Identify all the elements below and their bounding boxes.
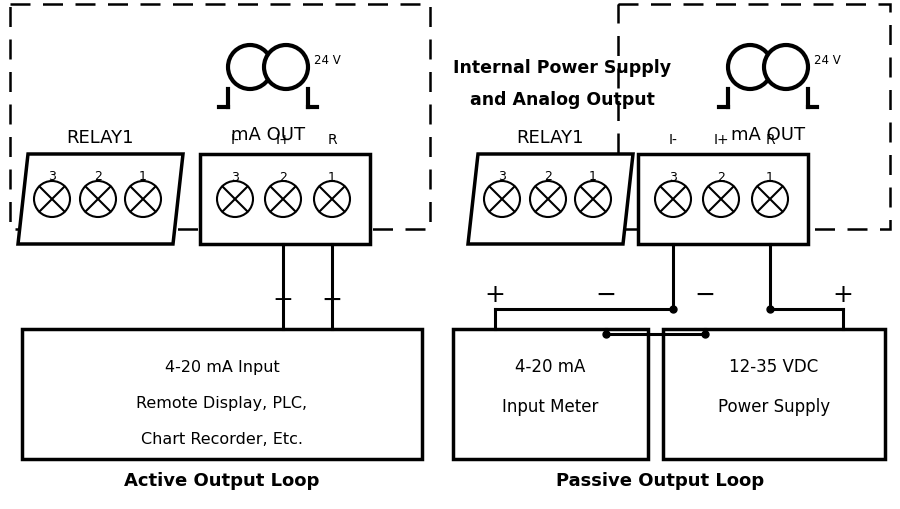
Text: −: − [695, 282, 716, 306]
Text: R: R [328, 133, 337, 147]
Circle shape [217, 182, 253, 217]
Text: +: + [484, 282, 506, 306]
Text: Remote Display, PLC,: Remote Display, PLC, [137, 395, 308, 410]
Circle shape [484, 182, 520, 217]
Circle shape [703, 182, 739, 217]
Circle shape [228, 46, 272, 90]
Text: I+: I+ [713, 133, 729, 147]
Bar [618, 5, 890, 230]
Text: 4-20 mA Input: 4-20 mA Input [165, 359, 279, 374]
Bar [200, 155, 370, 244]
Circle shape [530, 182, 566, 217]
Text: RELAY1: RELAY1 [517, 129, 584, 147]
Text: 2: 2 [94, 170, 102, 183]
Polygon shape [468, 155, 633, 244]
Text: 2: 2 [544, 170, 552, 183]
Circle shape [575, 182, 611, 217]
Text: 3: 3 [669, 171, 677, 184]
Bar [663, 329, 885, 459]
Bar [638, 155, 808, 244]
Bar [10, 5, 430, 230]
Circle shape [125, 182, 161, 217]
Text: +: + [832, 282, 853, 306]
Text: 24 V: 24 V [814, 53, 841, 66]
Text: 3: 3 [48, 170, 56, 183]
Circle shape [764, 46, 808, 90]
Text: RELAY1: RELAY1 [67, 129, 134, 147]
Text: 3: 3 [498, 170, 506, 183]
Bar [22, 329, 422, 459]
Polygon shape [18, 155, 183, 244]
Text: 1: 1 [590, 170, 597, 183]
Text: I+: I+ [275, 133, 291, 147]
Circle shape [264, 46, 308, 90]
Text: 12-35 VDC: 12-35 VDC [729, 357, 819, 375]
Text: −: − [596, 282, 617, 306]
Text: 4-20 mA: 4-20 mA [516, 357, 586, 375]
Text: Passive Output Loop: Passive Output Loop [556, 471, 764, 489]
Text: Internal Power Supply: Internal Power Supply [453, 59, 671, 77]
Text: 1: 1 [766, 171, 774, 184]
Text: Active Output Loop: Active Output Loop [124, 471, 320, 489]
Text: 24 V: 24 V [314, 53, 341, 66]
Circle shape [314, 182, 350, 217]
Text: Power Supply: Power Supply [718, 397, 830, 415]
Circle shape [655, 182, 691, 217]
Bar [453, 329, 648, 459]
Circle shape [752, 182, 788, 217]
Text: R: R [765, 133, 775, 147]
Text: 1: 1 [140, 170, 147, 183]
Text: and Analog Output: and Analog Output [470, 91, 654, 109]
Text: mA OUT: mA OUT [731, 126, 806, 144]
Circle shape [80, 182, 116, 217]
Text: −: − [321, 288, 343, 312]
Text: 2: 2 [279, 171, 287, 184]
Text: mA OUT: mA OUT [231, 126, 305, 144]
Text: I-: I- [669, 133, 678, 147]
Text: I-: I- [230, 133, 239, 147]
Circle shape [34, 182, 70, 217]
Circle shape [265, 182, 301, 217]
Text: 1: 1 [328, 171, 336, 184]
Text: Input Meter: Input Meter [502, 397, 598, 415]
Text: Chart Recorder, Etc.: Chart Recorder, Etc. [141, 431, 303, 446]
Circle shape [728, 46, 772, 90]
Text: 3: 3 [231, 171, 239, 184]
Text: 2: 2 [717, 171, 725, 184]
Text: +: + [273, 288, 293, 312]
